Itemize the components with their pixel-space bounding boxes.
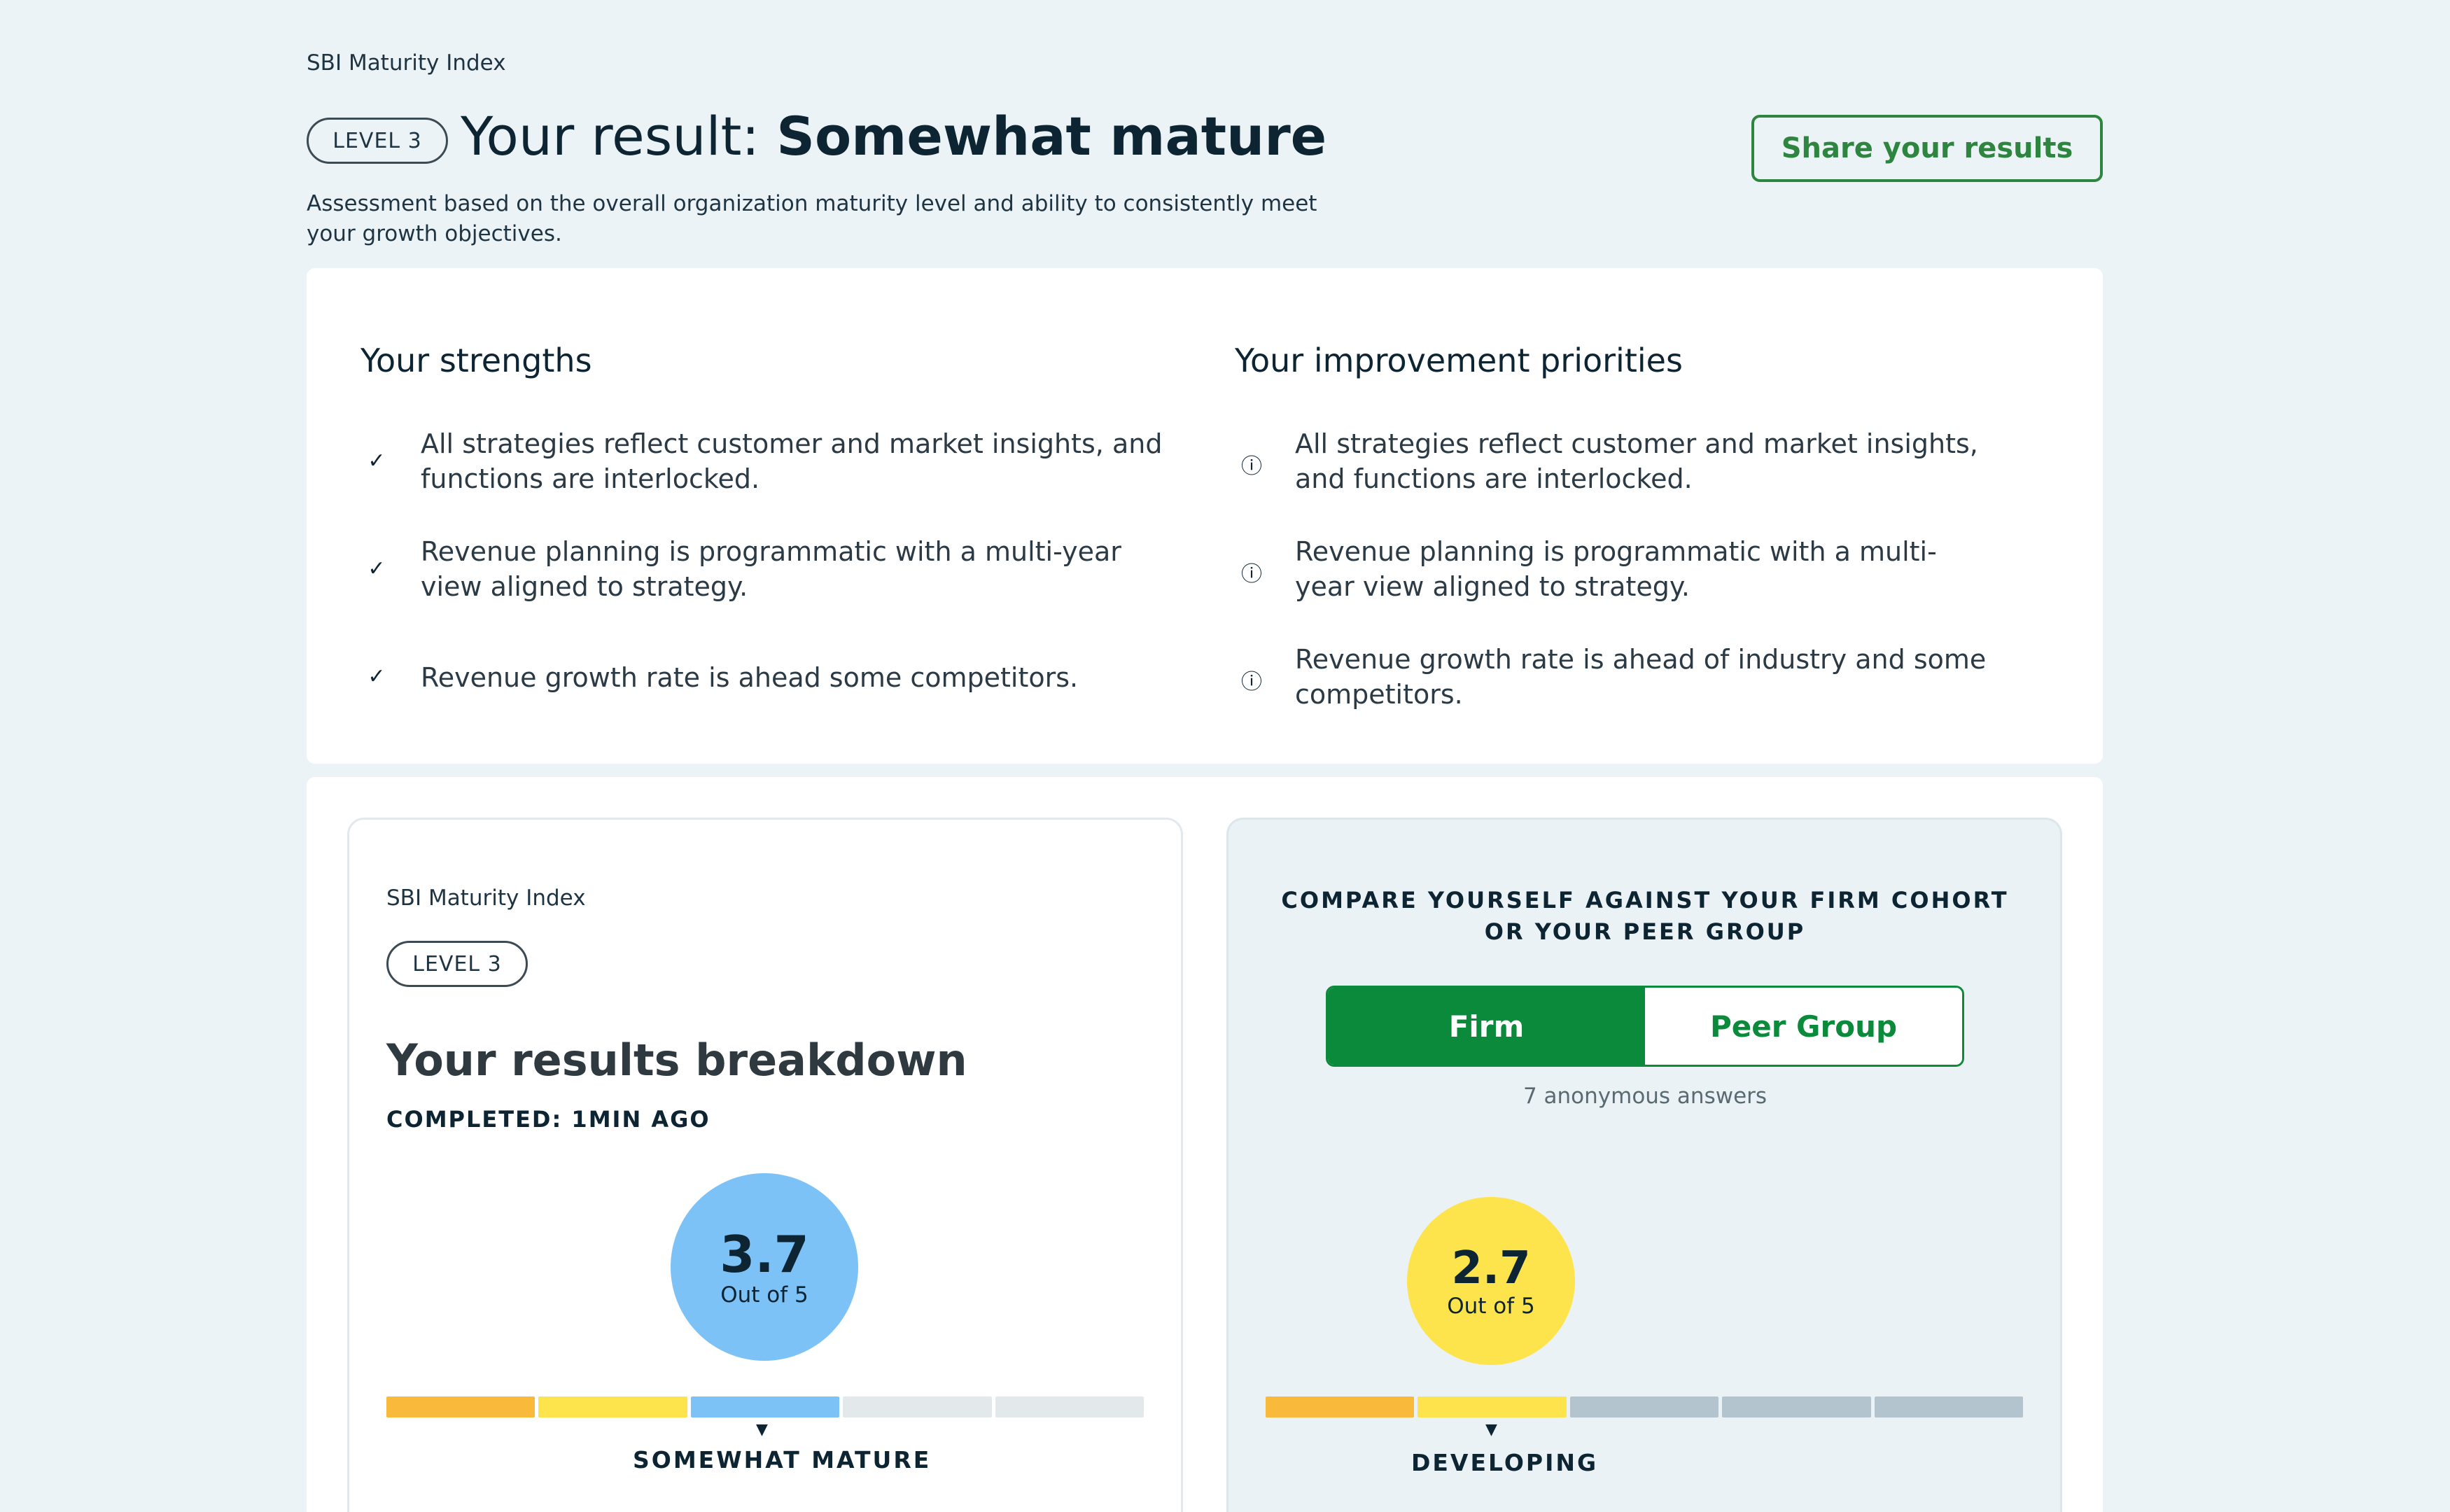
- cohort-score-circle: 2.7 Out of 5: [1407, 1197, 1575, 1365]
- scale-segment: [386, 1396, 536, 1418]
- your-level-label: SOMEWHAT MATURE: [633, 1446, 932, 1474]
- improvement-item: All strategies reflect customer and mark…: [1295, 428, 1978, 494]
- scale-marker-icon: ▼: [1485, 1421, 1497, 1438]
- strength-item: All strategies reflect customer and mark…: [421, 428, 1163, 494]
- compare-panel: [1226, 818, 2062, 1512]
- scale-segment: [995, 1396, 1144, 1418]
- strength-item: Revenue planning is programmatic with a …: [421, 536, 1121, 602]
- page-title: Your result: Somewhat mature: [461, 105, 1326, 167]
- improvement-item: Revenue growth rate is ahead of industry…: [1295, 644, 1987, 710]
- completed-timestamp: COMPLETED: 1MIN AGO: [386, 1106, 710, 1133]
- cohort-score-sub: Out of 5: [1447, 1294, 1535, 1319]
- strength-item: Revenue growth rate is ahead some compet…: [421, 662, 1079, 693]
- improvement-item: Revenue planning is programmatic with a …: [1295, 536, 1937, 602]
- cohort-score-value: 2.7: [1451, 1242, 1531, 1294]
- your-maturity-scale: [386, 1396, 1144, 1418]
- toggle-firm[interactable]: Firm: [1328, 988, 1645, 1065]
- title-prefix: Your result:: [461, 105, 760, 167]
- scale-segment: [690, 1396, 840, 1418]
- result-level-name: Somewhat mature: [776, 105, 1327, 167]
- compare-title: COMPARE YOURSELF AGAINST YOUR FIRM COHOR…: [1281, 887, 2009, 945]
- cohort-toggle: Firm Peer Group: [1326, 986, 1964, 1067]
- double-check-icon: ✓: [368, 556, 386, 581]
- cohort-maturity-scale: [1266, 1396, 2024, 1418]
- breakdown-breadcrumb: SBI Maturity Index: [386, 886, 586, 911]
- anonymous-answers-count: 7 anonymous answers: [1522, 1084, 1768, 1109]
- alert-circle-icon: ⓘ: [1241, 454, 1262, 479]
- share-results-button[interactable]: Share your results: [1751, 115, 2103, 182]
- scale-marker-icon: ▼: [756, 1421, 768, 1438]
- assessment-description: Assessment based on the overall organiza…: [307, 191, 1317, 246]
- breadcrumb: SBI Maturity Index: [307, 50, 506, 76]
- scale-segment: [1722, 1396, 1871, 1418]
- toggle-peer-group[interactable]: Peer Group: [1645, 988, 1962, 1065]
- your-score-value: 3.7: [720, 1225, 809, 1284]
- double-check-icon: ✓: [368, 664, 386, 689]
- your-score-sub: Out of 5: [720, 1282, 808, 1308]
- cohort-level-label: DEVELOPING: [1411, 1449, 1599, 1476]
- double-check-icon: ✓: [368, 449, 386, 473]
- your-score-circle: 3.7 Out of 5: [671, 1173, 858, 1361]
- breakdown-title: Your results breakdown: [386, 1035, 967, 1086]
- scale-segment: [843, 1396, 992, 1418]
- scale-segment: [1418, 1396, 1567, 1418]
- level-badge: LEVEL 3: [307, 118, 448, 164]
- alert-circle-icon: ⓘ: [1241, 562, 1262, 587]
- scale-segment: [1569, 1396, 1719, 1418]
- strengths-title: Your strengths: [360, 342, 592, 379]
- breakdown-panel: [347, 818, 1183, 1512]
- breakdown-level-badge: LEVEL 3: [386, 941, 528, 987]
- scale-segment: [1266, 1396, 1415, 1418]
- scale-segment: [1874, 1396, 2024, 1418]
- scale-segment: [538, 1396, 687, 1418]
- alert-circle-icon: ⓘ: [1241, 670, 1262, 694]
- improvements-title: Your improvement priorities: [1235, 342, 1683, 379]
- strengths-card: [307, 268, 2103, 764]
